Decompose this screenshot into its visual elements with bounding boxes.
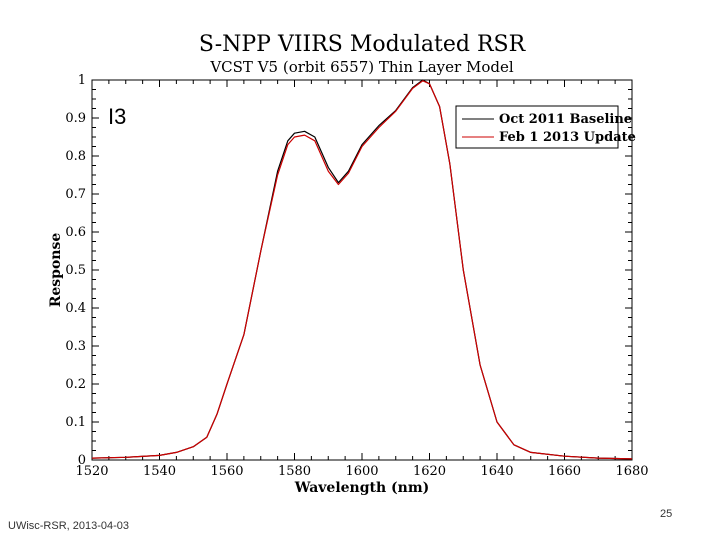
x-axis-label: Wavelength (nm) [294,480,430,496]
page-number: 25 [660,508,673,520]
legend-label-update: Feb 1 2013 Update [499,130,636,145]
y-tick-label: 0.3 [65,339,86,354]
y-tick-label: 0.7 [65,187,86,202]
x-tick-label: 1620 [413,464,446,479]
legend: Oct 2011 Baseline Feb 1 2013 Update [455,105,636,149]
axis-ticks [91,79,633,461]
x-tick-label: 1560 [210,464,243,479]
chart-subtitle: VCST V5 (orbit 6557) Thin Layer Model [209,58,513,76]
y-tick-label: 1 [78,73,86,88]
x-tick-label: 1640 [480,464,513,479]
y-axis-label: Response [48,233,64,308]
y-tick-label: 0.5 [65,263,86,278]
footer-source: UWisc-RSR, 2013-04-03 [8,520,130,532]
x-tick-label: 1600 [345,464,378,479]
band-label: I3 [108,104,126,129]
y-tick-label: 0 [78,453,86,468]
series-line-update [91,80,633,460]
x-tick-label: 1580 [278,464,311,479]
x-tick-label: 1540 [143,464,176,479]
y-tick-label: 0.2 [65,377,86,392]
legend-label-baseline: Oct 2011 Baseline [499,112,632,127]
x-tick-label: 1520 [75,464,108,479]
x-tick-label: 1660 [548,464,581,479]
x-tick-labels: 1520 1540 1560 1580 1600 1620 1640 1660 1680 [75,464,648,479]
chart-title: S-NPP VIIRS Modulated RSR [199,32,527,57]
y-tick-label: 0.1 [65,415,86,430]
legend-box [455,105,619,149]
y-tick-label: 0.8 [65,149,86,164]
y-tick-label: 0.9 [65,111,86,126]
series-lines [91,79,633,460]
x-tick-label: 1680 [615,464,648,479]
y-tick-label: 0.4 [65,301,86,316]
y-tick-labels: 0 0.1 0.2 0.3 0.4 0.5 0.6 0.7 0.8 0.9 1 [65,73,86,468]
y-tick-label: 0.6 [65,225,86,240]
